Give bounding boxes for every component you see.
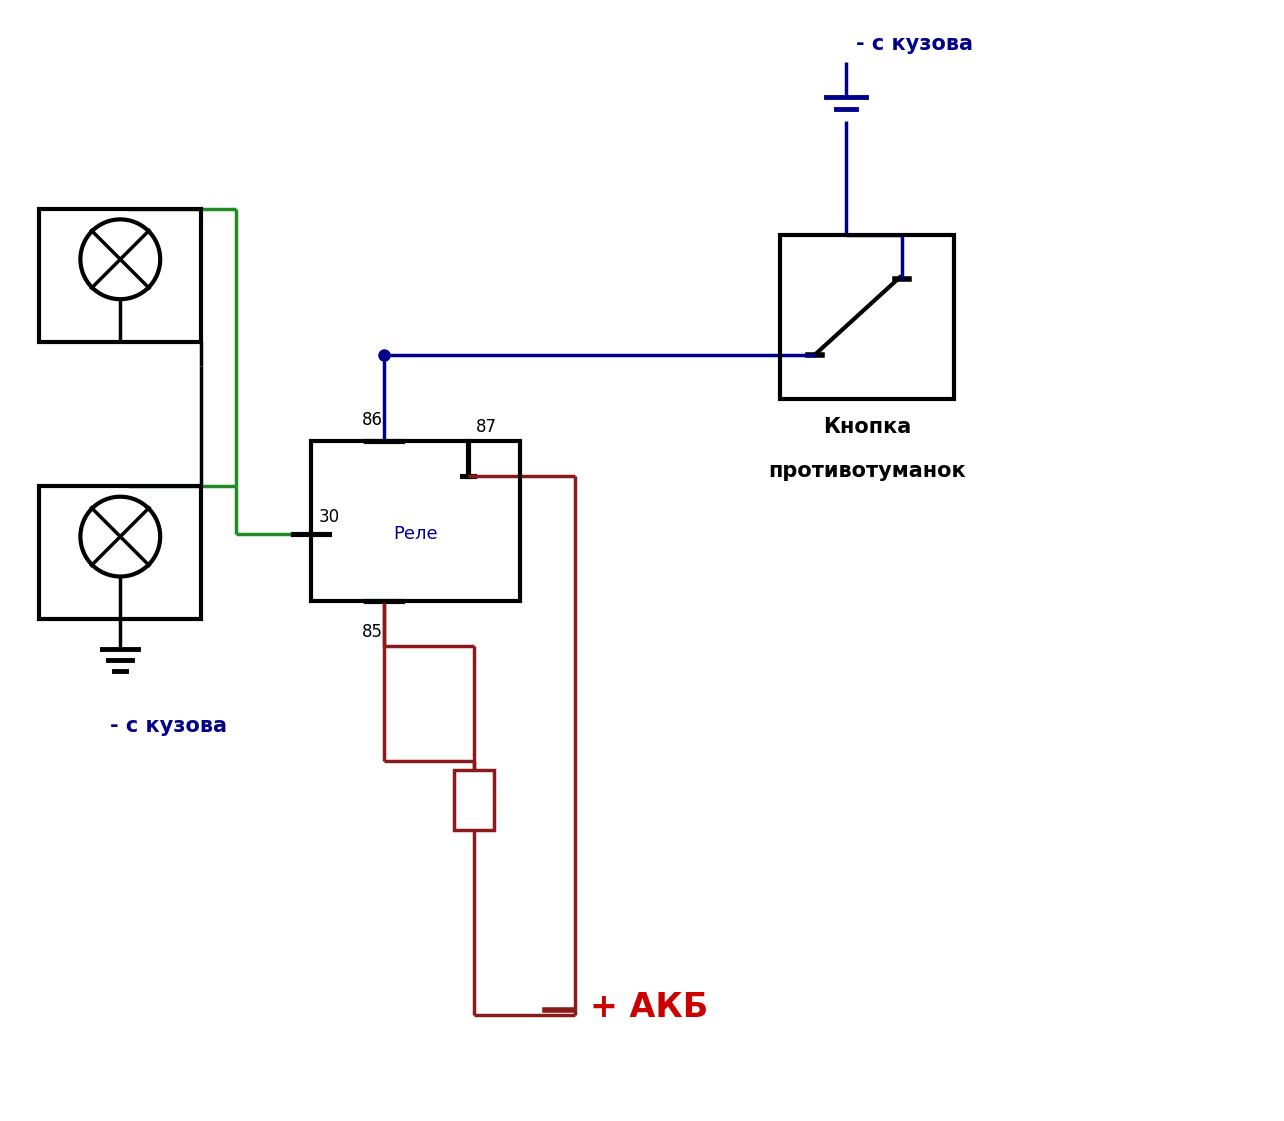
Text: Кнопка: Кнопка [823,417,912,437]
Text: Реле: Реле [393,525,438,543]
Text: 87: 87 [476,418,497,436]
Text: - с кузова: - с кузова [110,715,227,735]
Bar [40,209,202,342]
Text: противотуманок: противотуманок [768,461,966,481]
Bar [779,234,954,399]
Text: 30: 30 [318,508,340,526]
Bar [40,487,202,619]
Text: 85: 85 [362,623,383,641]
Bar [311,442,520,601]
Text: 86: 86 [362,411,383,429]
Text: - с кузова: - с кузова [856,35,973,54]
Text: + АКБ: + АКБ [591,991,709,1025]
Bar [455,770,494,831]
